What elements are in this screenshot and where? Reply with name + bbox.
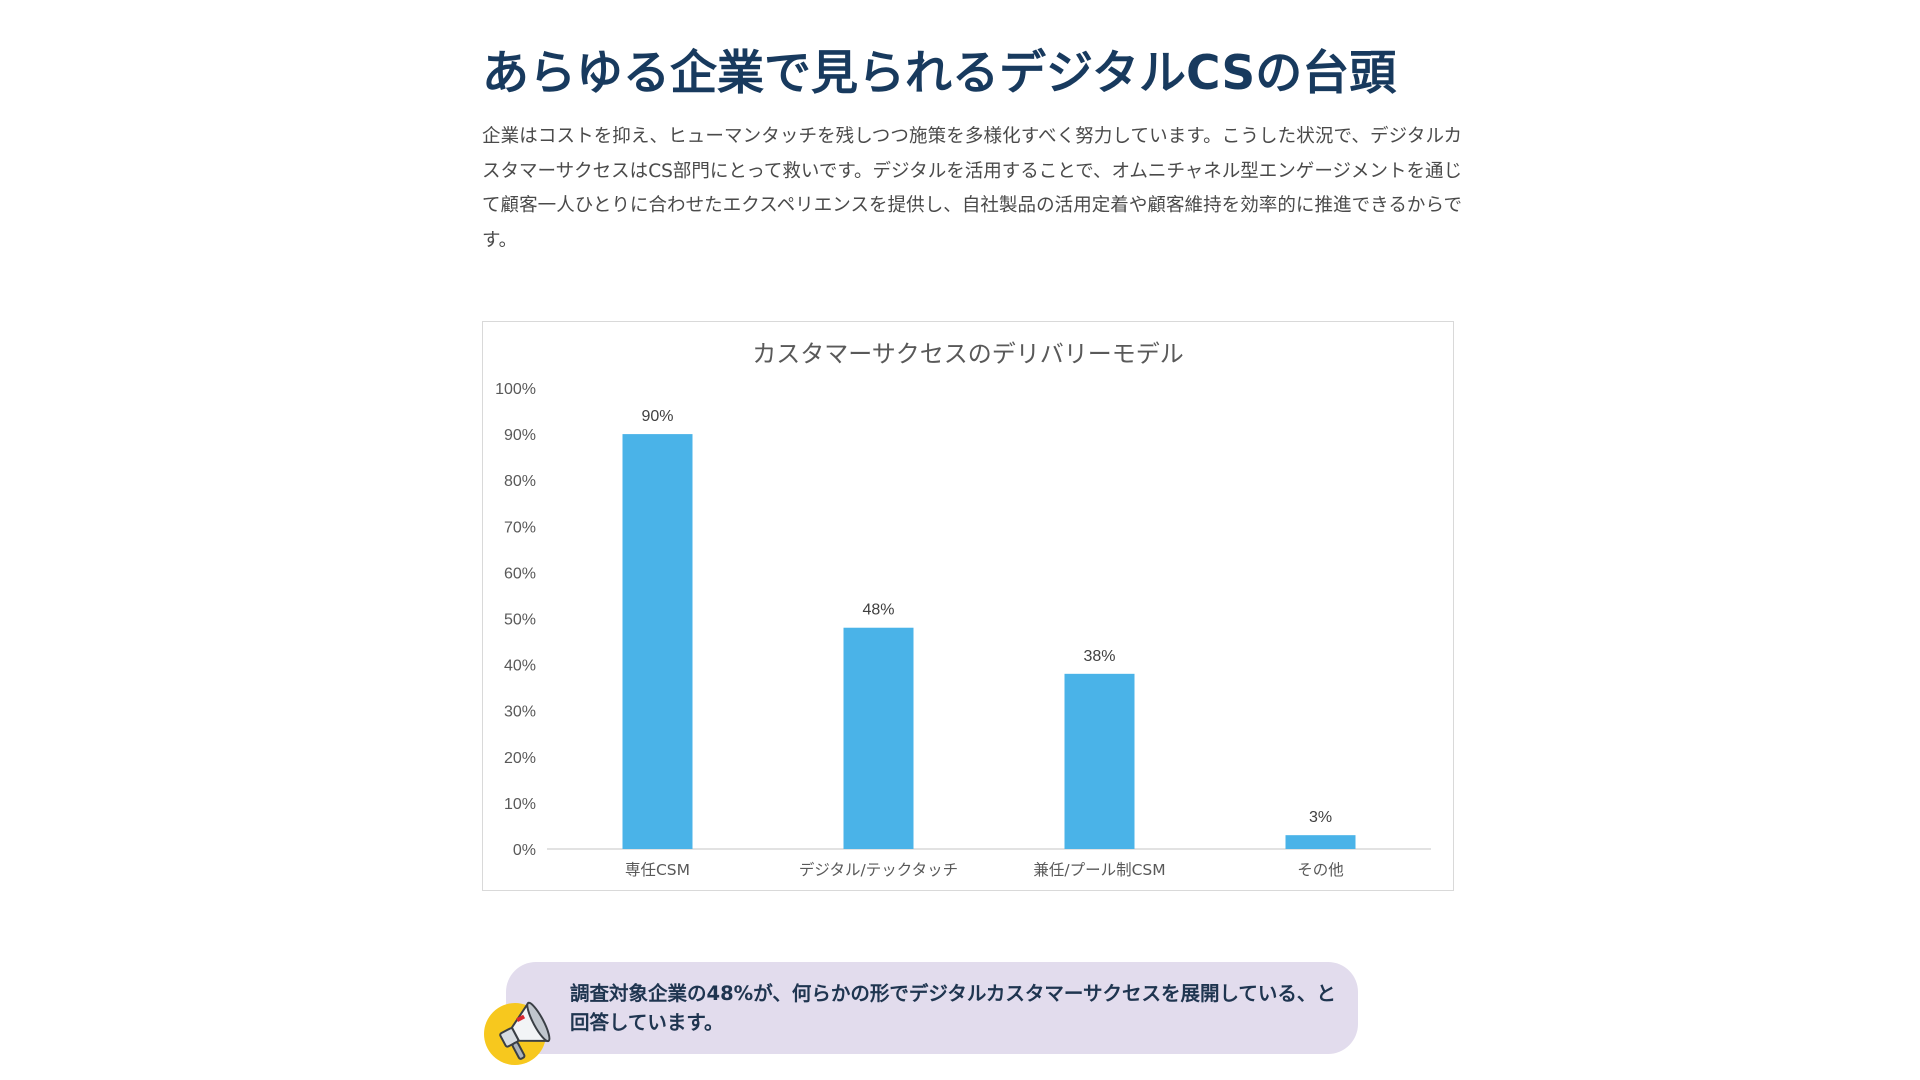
- y-tick-label: 0%: [513, 842, 536, 859]
- bar: [1064, 673, 1135, 849]
- bar-value-label: 48%: [862, 602, 894, 619]
- intro-paragraph: 企業はコストを抑え、ヒューマンタッチを残しつつ施策を多様化すべく努力しています。…: [482, 126, 1462, 251]
- y-tick-label: 30%: [504, 704, 536, 721]
- bar: [1285, 835, 1356, 849]
- y-axis: 0% 10% 20% 30% 40% 50% 60% 70% 80% 90% 100%: [495, 381, 536, 859]
- y-tick-label: 10%: [504, 796, 536, 813]
- callout-text-after: が、何らかの形でデジタルカスタマーサクセスを展開している、と回答しています。: [570, 982, 1336, 1034]
- bar-value-label: 38%: [1083, 648, 1115, 665]
- page-title: あらゆる企業で見られるデジタルCSの台頭: [482, 46, 1397, 101]
- y-tick-label: 20%: [504, 750, 536, 767]
- bar: [622, 434, 693, 849]
- callout-highlight: 48%: [706, 982, 754, 1005]
- y-tick-label: 70%: [504, 519, 536, 536]
- y-tick-label: 40%: [504, 658, 536, 675]
- y-tick-label: 60%: [504, 565, 536, 582]
- chart-container: カスタマーサクセスのデリバリーモデル 0% 10% 20% 30% 40% 50% 60% 7…: [482, 321, 1454, 891]
- bar-value-label: 3%: [1309, 809, 1332, 826]
- x-category-label: 兼任/プール制CSM: [1033, 861, 1165, 879]
- delivery-model-bar-chart: カスタマーサクセスのデリバリーモデル 0% 10% 20% 30% 40% 50% 60% 7…: [495, 340, 1431, 879]
- callout-text-before: 調査対象企業の: [570, 982, 707, 1005]
- callout-text: 調査対象企業の48%が、何らかの形でデジタルカスタマーサクセスを展開している、と…: [570, 979, 1340, 1037]
- y-tick-label: 80%: [504, 473, 536, 490]
- y-tick-label: 100%: [495, 381, 536, 398]
- chart-title: カスタマーサクセスのデリバリーモデル: [752, 340, 1184, 368]
- y-tick-label: 90%: [504, 427, 536, 444]
- y-tick-label: 50%: [504, 612, 536, 629]
- bars-group: 90% 専任CSM 48% デジタル/テックタッチ 38% 兼任/プール制CSM 3% その他: [622, 408, 1356, 879]
- x-category-label: その他: [1297, 861, 1344, 879]
- x-category-label: デジタル/テックタッチ: [799, 860, 958, 879]
- megaphone-icon: [484, 1001, 551, 1065]
- x-category-label: 専任CSM: [625, 861, 690, 879]
- callout-box: 調査対象企業の48%が、何らかの形でデジタルカスタマーサクセスを展開している、と…: [506, 962, 1358, 1054]
- bar: [843, 627, 914, 849]
- bar-value-label: 90%: [641, 408, 673, 425]
